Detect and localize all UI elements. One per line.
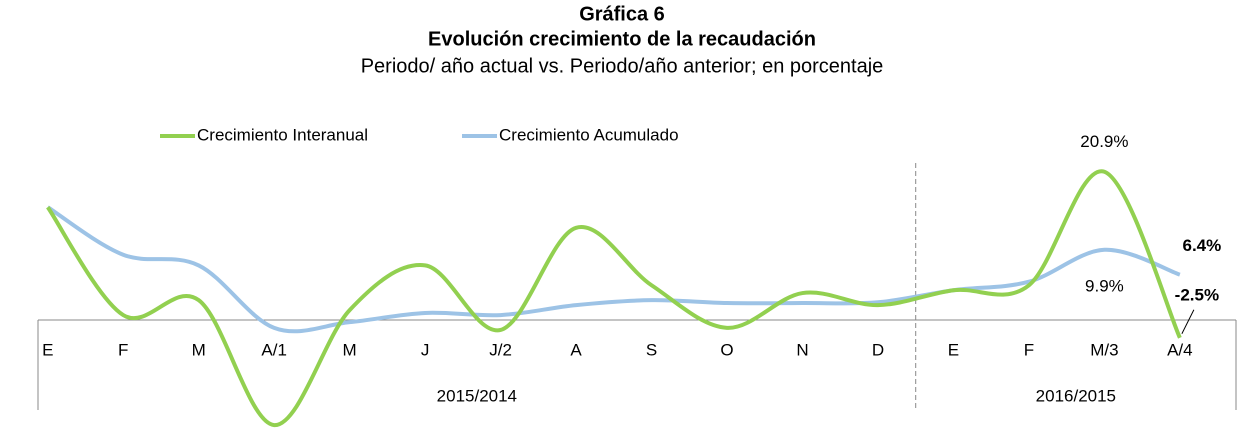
x-tick-label: M/3 [1090, 340, 1118, 359]
x-tick-label: A/1 [261, 340, 287, 359]
line-series [46, 169, 1182, 428]
x-tick-label: A [570, 340, 582, 359]
x-tick-label: O [720, 340, 733, 359]
label-leader [1181, 309, 1195, 335]
data-label: 20.9% [1080, 132, 1128, 151]
x-tick-label: A/4 [1167, 340, 1193, 359]
chart-subtitle: Evolución crecimiento de la recaudación [428, 28, 816, 50]
group-label: 2016/2015 [1036, 386, 1116, 405]
line-series [46, 205, 1181, 334]
legend-label: Crecimiento Acumulado [499, 125, 679, 144]
data-label: 9.9% [1085, 276, 1124, 295]
x-tick-label: M [343, 340, 357, 359]
x-tick-label: J/2 [489, 340, 512, 359]
group-label: 2015/2014 [437, 386, 517, 405]
chart-description: Periodo/ año actual vs. Periodo/año ante… [361, 55, 884, 77]
x-tick-label: M [192, 340, 206, 359]
x-tick-label: J [421, 340, 430, 359]
x-tick-label: E [42, 340, 53, 359]
x-tick-label: S [646, 340, 657, 359]
chart-title: Gráfica 6 [579, 3, 665, 25]
x-tick-label: N [796, 340, 808, 359]
data-label: -2.5% [1175, 285, 1219, 304]
data-label: 6.4% [1182, 236, 1221, 255]
x-tick-label: E [948, 340, 959, 359]
legend-label: Crecimiento Interanual [197, 125, 368, 144]
x-tick-label: F [1024, 340, 1034, 359]
x-tick-label: F [118, 340, 128, 359]
x-tick-label: D [872, 340, 884, 359]
